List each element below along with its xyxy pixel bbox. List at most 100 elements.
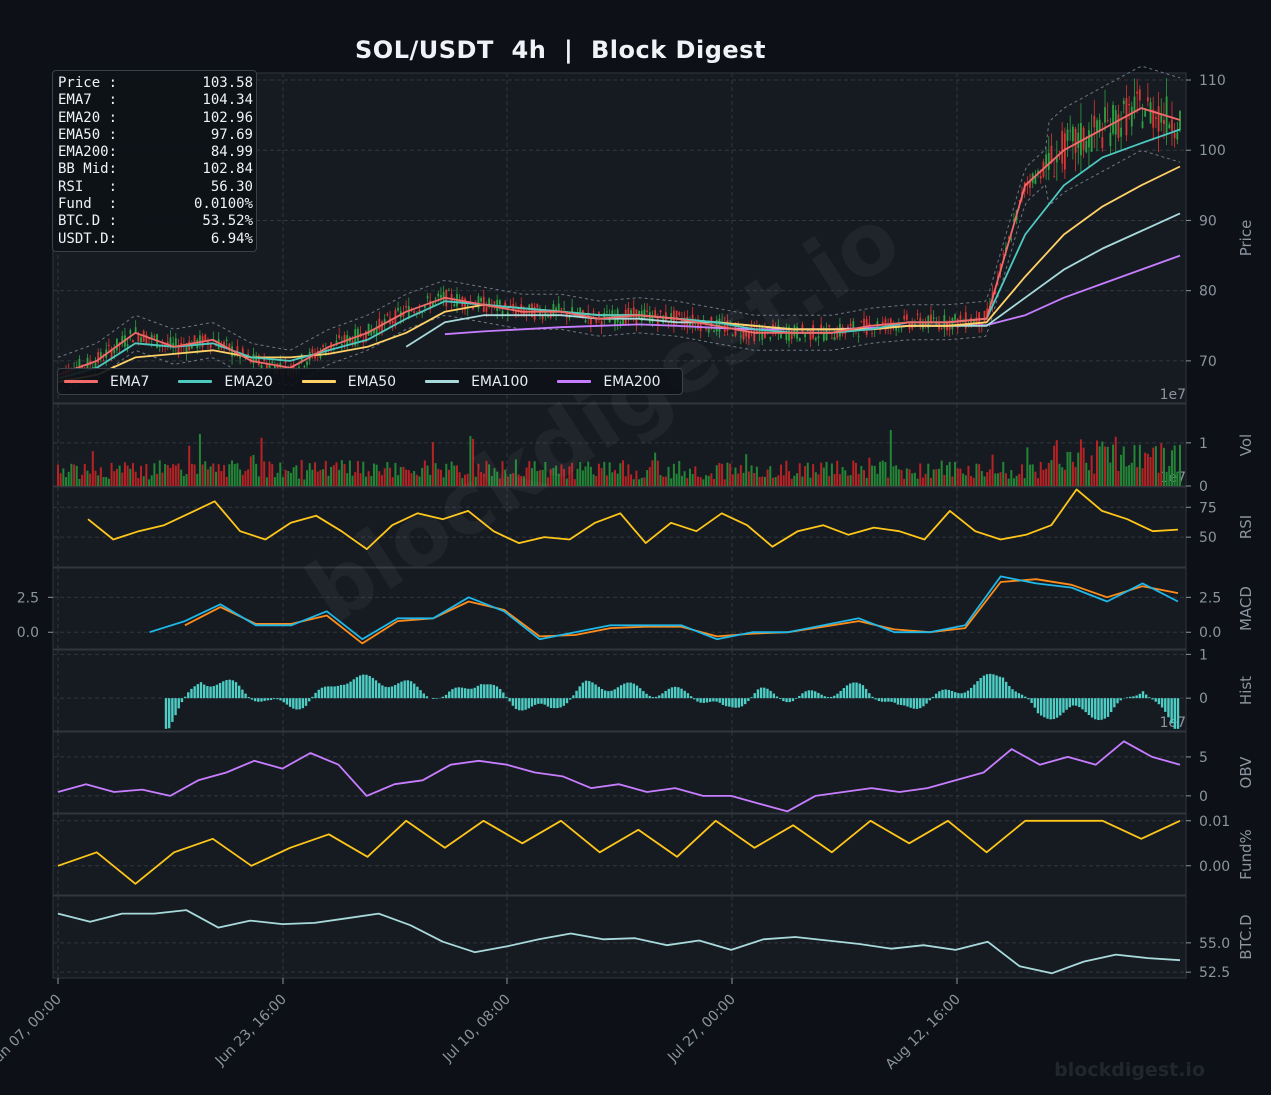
candle-body	[504, 302, 507, 308]
hist-bar	[763, 687, 766, 699]
hist-bar	[222, 681, 225, 699]
volume-bar	[935, 469, 938, 486]
volume-bar	[236, 463, 239, 486]
volume-bar	[589, 466, 592, 486]
volume-bar	[129, 468, 132, 486]
candle-body	[983, 310, 986, 322]
hist-bar	[524, 698, 527, 710]
volume-bar	[581, 470, 584, 486]
volume-bar	[1069, 451, 1072, 486]
volume-bar	[386, 462, 389, 486]
hist-bar	[756, 689, 760, 699]
volume-bar	[437, 468, 440, 486]
volume-bar	[185, 474, 188, 486]
volume-bar	[372, 463, 375, 486]
volume-bar	[964, 475, 967, 486]
hist-bar	[288, 698, 292, 707]
volume-bar	[718, 462, 721, 486]
candle-body	[397, 307, 399, 311]
volume-bar	[788, 471, 791, 486]
volume-bar	[182, 475, 185, 486]
x-tick-label: Jul 27, 00:00	[664, 992, 739, 1067]
volume-bar	[999, 472, 1002, 486]
hist-bar	[180, 698, 184, 703]
hist-bar	[295, 698, 298, 710]
hist-bar	[779, 698, 782, 700]
hist-bar	[581, 682, 585, 699]
info-value: 0.0100%	[193, 196, 253, 213]
volume-bar	[59, 473, 62, 486]
candle-body	[268, 363, 271, 369]
hist-bar	[562, 698, 566, 706]
volume-bar	[889, 429, 892, 486]
y-tick-label: 52.5	[1199, 965, 1230, 981]
candle-body	[536, 304, 539, 308]
candle-body	[97, 352, 100, 363]
candle-body	[739, 335, 742, 337]
volume-bar	[308, 463, 311, 486]
volume-bar	[573, 479, 576, 486]
y-tick-label: 100	[1199, 143, 1226, 159]
candle-body	[132, 340, 134, 343]
volume-bar	[89, 473, 92, 486]
hist-bar	[938, 691, 941, 699]
candle-body	[150, 334, 153, 340]
volume-bar	[863, 470, 866, 486]
candle-body	[81, 365, 84, 370]
candle-body	[630, 310, 632, 316]
volume-bar	[1012, 478, 1015, 486]
volume-bar	[493, 468, 496, 486]
chart-title: SOL/USDT 4h | Block Digest	[355, 36, 766, 64]
volume-bar	[1090, 455, 1093, 486]
hist-bar	[514, 698, 518, 710]
candle-body	[678, 312, 681, 315]
hist-bar	[1052, 698, 1056, 720]
candle-body	[166, 341, 169, 345]
hist-bar	[304, 698, 308, 706]
hist-bar	[521, 698, 524, 711]
volume-bar	[539, 470, 542, 486]
volume-bar	[434, 463, 437, 486]
volume-bar	[1077, 452, 1080, 486]
axis-label-rsi: RSI	[1237, 515, 1255, 539]
candle-body	[619, 321, 622, 325]
y-tick-label: 90	[1199, 213, 1217, 229]
volume-bar	[418, 476, 421, 486]
volume-bar	[1071, 461, 1074, 486]
candle-body	[571, 306, 574, 314]
candle-body	[252, 354, 255, 364]
candle-body	[930, 314, 932, 324]
candle-body	[541, 315, 544, 320]
volume-bar	[627, 464, 630, 486]
y-tick-label: 50	[1199, 530, 1217, 546]
candle-body	[223, 342, 225, 347]
candle-body	[592, 311, 595, 313]
volume-bar	[897, 469, 900, 486]
candle-body	[1109, 132, 1112, 146]
candle-body	[1149, 102, 1152, 124]
hist-bar	[607, 691, 610, 699]
volume-bar	[206, 469, 209, 486]
volume-bar	[131, 463, 134, 486]
candle-body	[1171, 119, 1173, 131]
hist-bar	[645, 693, 648, 699]
volume-bar	[180, 469, 183, 486]
volume-bar	[849, 475, 852, 486]
volume-bar	[761, 476, 764, 486]
hist-bar	[1106, 698, 1110, 717]
hist-bar	[533, 698, 537, 705]
volume-bar	[177, 463, 180, 486]
candle-body	[464, 298, 466, 310]
hist-bar	[626, 682, 629, 699]
hist-bar	[199, 682, 203, 699]
volume-bar	[892, 466, 895, 486]
hist-bar	[489, 684, 492, 699]
hist-bar	[817, 692, 820, 699]
hist-bar	[273, 698, 276, 700]
candle-body	[654, 310, 657, 318]
hist-bar	[263, 698, 266, 701]
hist-bar	[928, 698, 931, 701]
hist-bar	[677, 687, 680, 699]
hist-bar	[540, 698, 543, 704]
